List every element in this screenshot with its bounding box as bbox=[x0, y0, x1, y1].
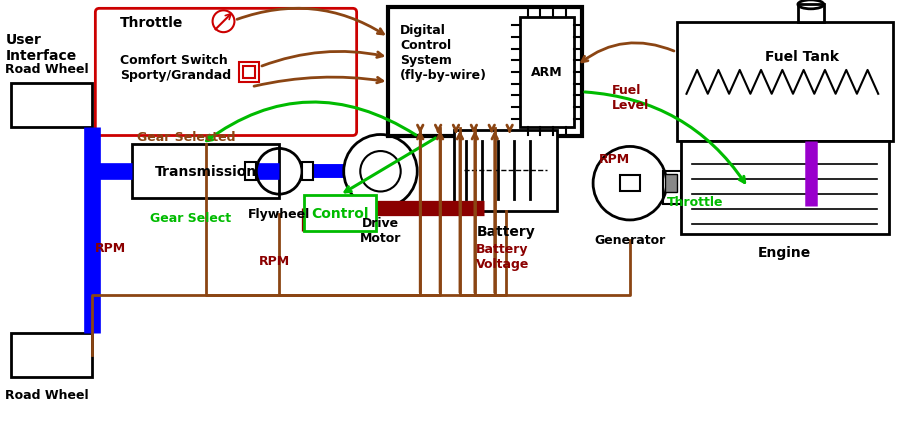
Bar bbox=[519, 18, 574, 127]
Text: Generator: Generator bbox=[594, 234, 666, 247]
Bar bbox=[245, 163, 256, 181]
Bar bbox=[243, 67, 255, 79]
Text: Control: Control bbox=[311, 207, 369, 221]
Text: RPM: RPM bbox=[260, 255, 291, 268]
Text: Transmission: Transmission bbox=[154, 165, 257, 179]
Text: Gear Select: Gear Select bbox=[150, 212, 232, 225]
Text: Sporty/Grandad: Sporty/Grandad bbox=[120, 69, 232, 82]
Bar bbox=[680, 142, 889, 234]
Bar bbox=[454, 130, 558, 212]
Bar bbox=[798, 6, 824, 23]
Text: Battery: Battery bbox=[477, 225, 535, 238]
Text: Battery
Voltage: Battery Voltage bbox=[476, 242, 529, 270]
Bar bbox=[389, 9, 582, 137]
Text: ARM: ARM bbox=[531, 66, 563, 79]
Bar bbox=[676, 23, 893, 142]
Text: User
Interface: User Interface bbox=[6, 33, 77, 63]
Text: Road Wheel: Road Wheel bbox=[5, 63, 89, 76]
Bar bbox=[304, 196, 376, 231]
Text: Comfort Switch: Comfort Switch bbox=[120, 53, 228, 66]
Bar bbox=[11, 334, 93, 377]
Text: Road Wheel: Road Wheel bbox=[5, 389, 89, 401]
FancyBboxPatch shape bbox=[95, 9, 357, 136]
Bar bbox=[302, 163, 313, 181]
Text: Fuel
Level: Fuel Level bbox=[612, 83, 649, 112]
Text: Throttle: Throttle bbox=[666, 195, 723, 208]
Text: Engine: Engine bbox=[758, 245, 812, 259]
Bar bbox=[240, 63, 260, 83]
Text: Digital
Control
System
(fly-by-wire): Digital Control System (fly-by-wire) bbox=[400, 24, 488, 82]
Text: RPM: RPM bbox=[95, 242, 126, 255]
Text: Fuel Tank: Fuel Tank bbox=[765, 49, 839, 63]
Text: Gear Selected: Gear Selected bbox=[137, 131, 235, 144]
Bar bbox=[620, 176, 640, 192]
Text: RPM: RPM bbox=[599, 153, 630, 165]
Bar bbox=[132, 145, 279, 199]
Bar bbox=[663, 172, 680, 204]
Text: Flywheel: Flywheel bbox=[248, 208, 311, 221]
Bar bbox=[11, 83, 93, 127]
Bar bbox=[665, 175, 676, 193]
Text: Drive
Motor: Drive Motor bbox=[360, 216, 401, 245]
Text: Throttle: Throttle bbox=[120, 16, 183, 30]
